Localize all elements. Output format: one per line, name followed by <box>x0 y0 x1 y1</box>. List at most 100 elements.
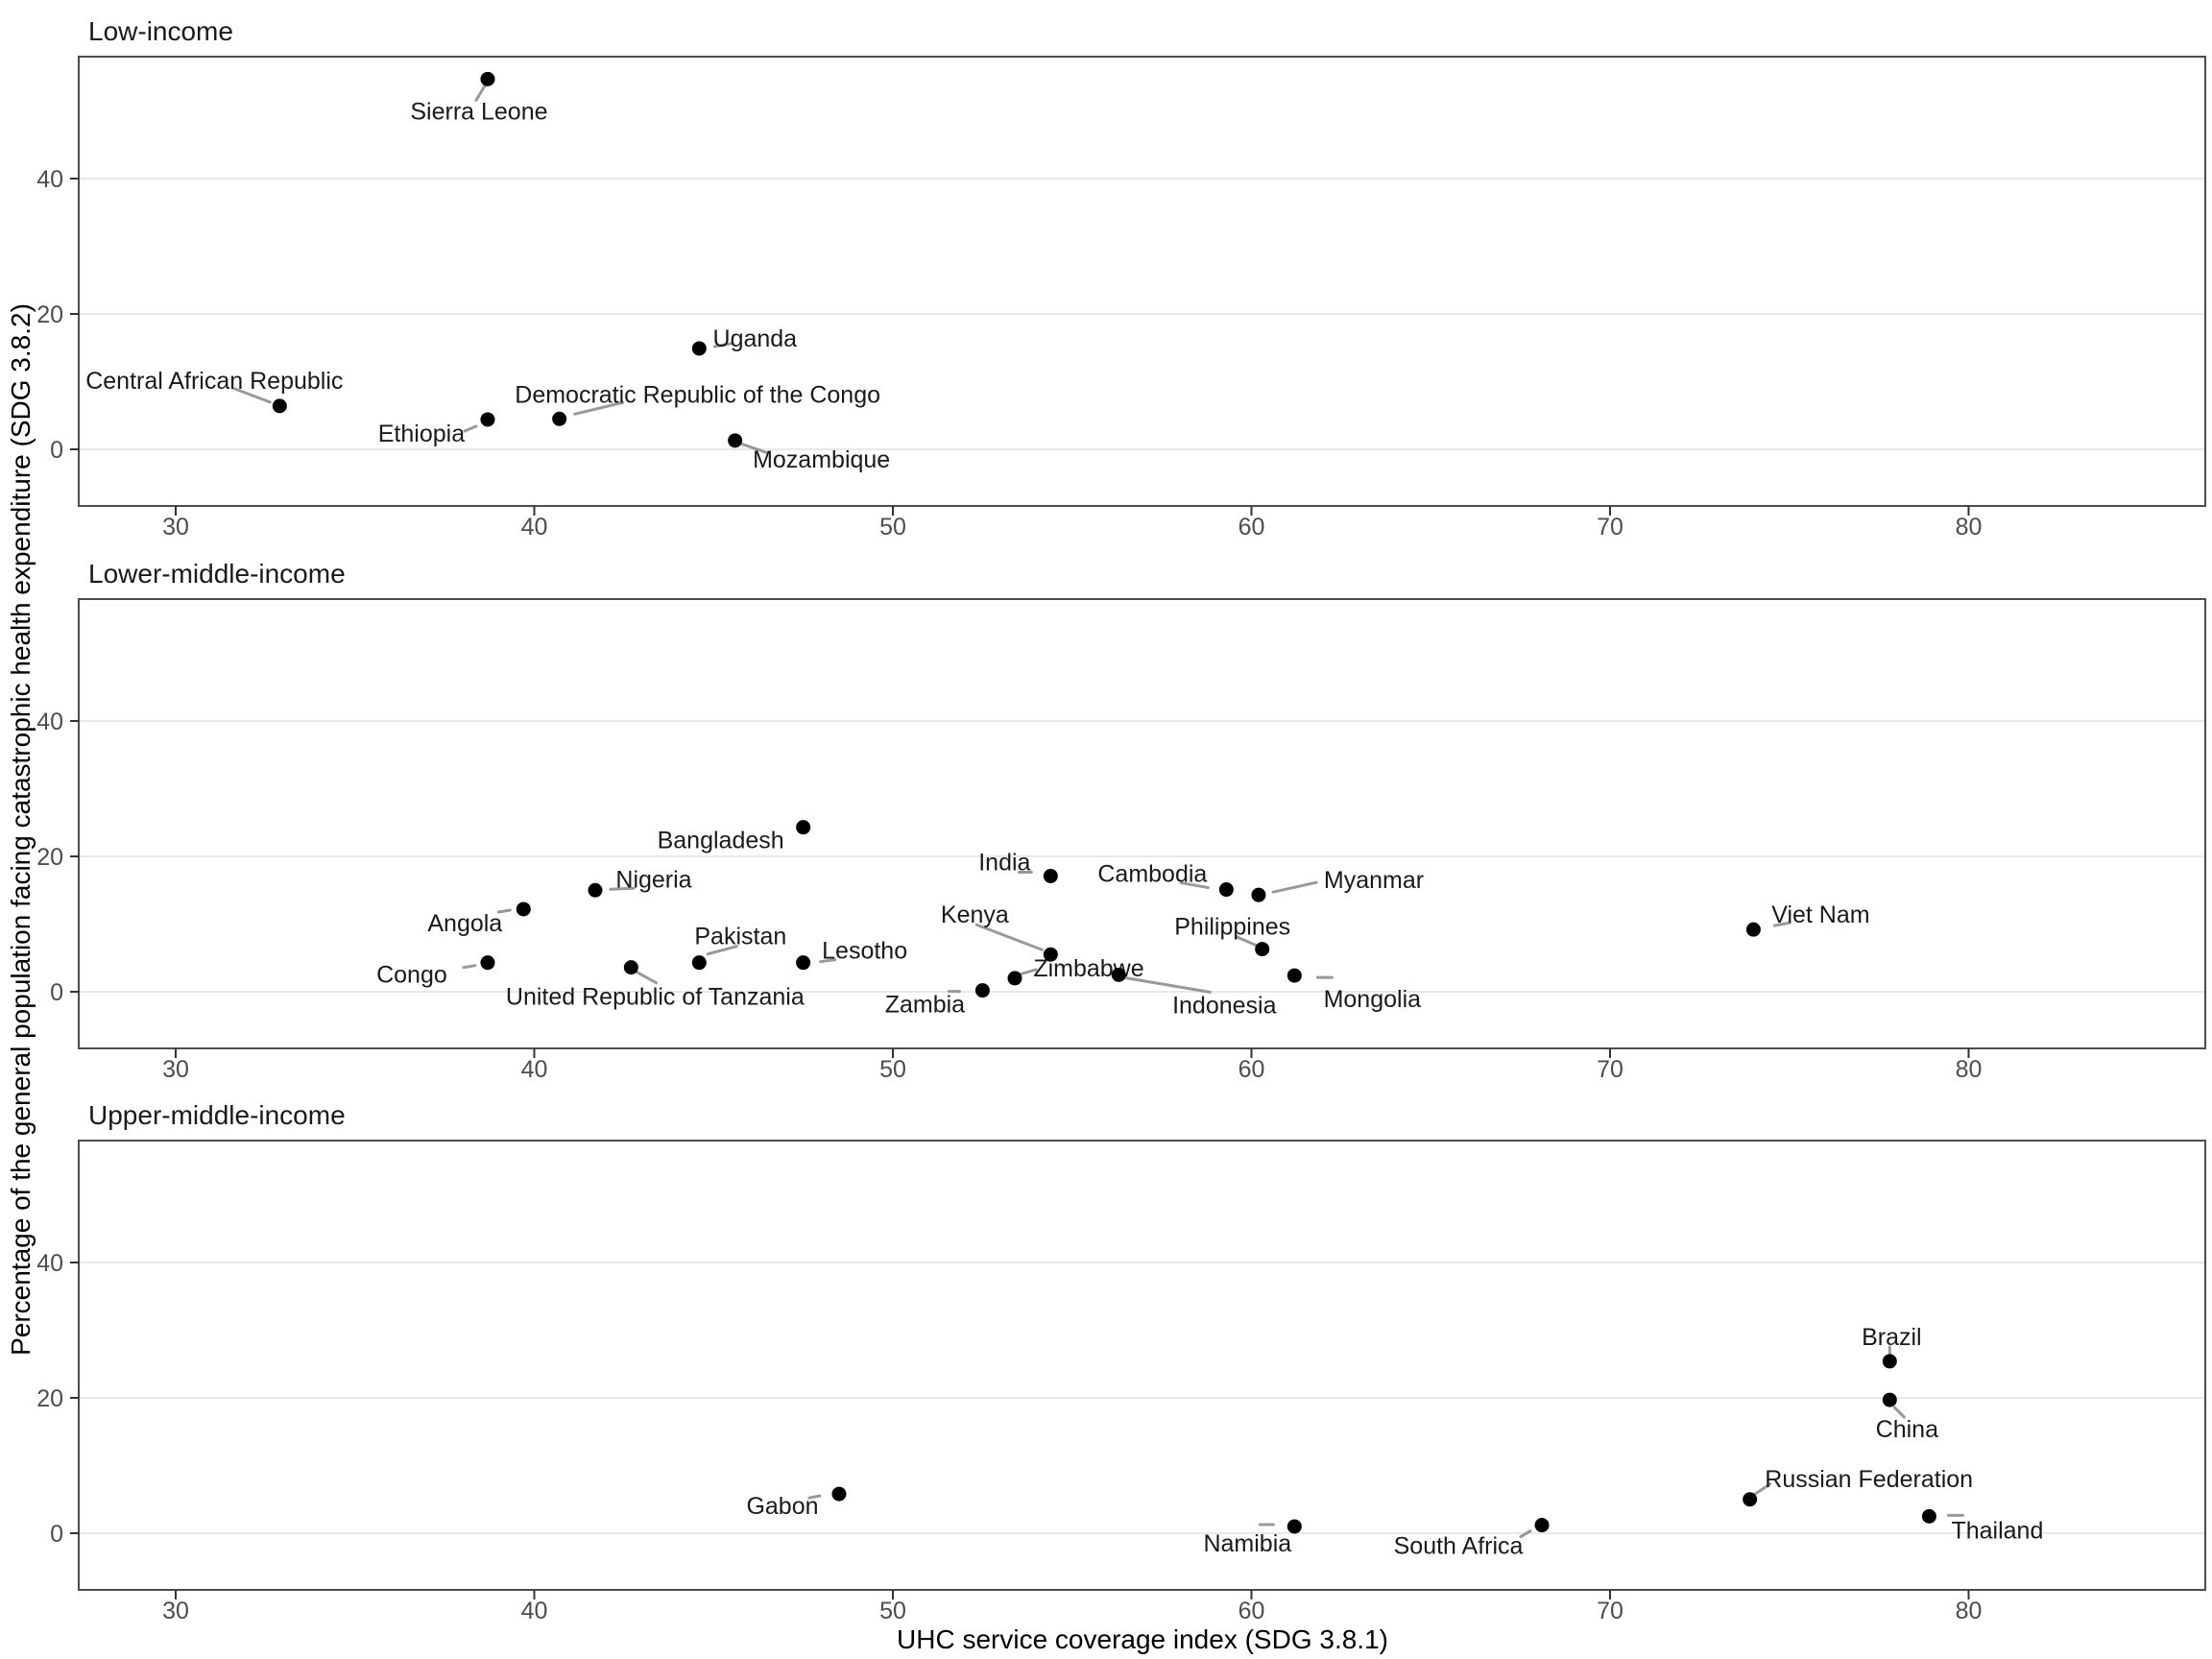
y-tick-label-0-lower-middle-income: 0 <box>50 979 63 1006</box>
leader-line-philippines <box>1235 935 1261 949</box>
x-tick-label-30-upper-middle-income: 30 <box>162 1598 189 1624</box>
country-label-philippines: Philippines <box>1174 914 1290 941</box>
leader-line-cambodia <box>1179 881 1210 890</box>
country-label-viet-nam: Viet Nam <box>1771 902 1869 928</box>
leader-line-lesotho <box>819 958 837 964</box>
data-point-congo <box>480 955 495 971</box>
leader-line-democratic-republic-of-the-congo <box>573 400 625 416</box>
data-point-india <box>1043 868 1058 883</box>
x-tick-label-40-lower-middle-income: 40 <box>521 1056 548 1083</box>
panel-border-low-income <box>78 56 2206 507</box>
y-tick-label-40-upper-middle-income: 40 <box>36 1250 63 1277</box>
country-label-mongolia: Mongolia <box>1324 986 1422 1013</box>
country-label-thailand: Thailand <box>1951 1517 2043 1544</box>
leader-line-sierra-leone <box>474 84 487 102</box>
data-point-myanmar <box>1251 887 1266 902</box>
x-tick-label-40-low-income: 40 <box>521 514 548 541</box>
data-point-united-republic-of-tanzania <box>623 960 638 975</box>
country-label-central-african-republic: Central African Republic <box>85 368 343 395</box>
country-label-india: India <box>978 849 1030 876</box>
facet-title-upper-middle-income: Upper-middle-income <box>88 1100 346 1130</box>
country-label-kenya: Kenya <box>941 902 1009 928</box>
country-label-lesotho: Lesotho <box>822 938 907 965</box>
data-point-mongolia <box>1286 968 1302 983</box>
x-tick-label-80-low-income: 80 <box>1956 514 1983 541</box>
leader-line-gabon <box>807 1494 822 1500</box>
leader-line-ethiopia <box>463 424 478 433</box>
country-label-congo: Congo <box>376 962 447 989</box>
country-label-cambodia: Cambodia <box>1097 861 1207 888</box>
data-point-namibia <box>1286 1519 1302 1534</box>
facet-title-lower-middle-income: Lower-middle-income <box>88 559 346 589</box>
leader-line-congo <box>462 964 477 970</box>
x-tick-label-50-low-income: 50 <box>879 514 906 541</box>
country-label-brazil: Brazil <box>1862 1324 1922 1351</box>
data-point-brazil <box>1882 1354 1897 1369</box>
x-axis-title: UHC service coverage index (SDG 3.8.1) <box>897 1624 1388 1654</box>
data-point-zambia <box>974 983 990 998</box>
x-tick-label-70-low-income: 70 <box>1597 514 1623 541</box>
country-label-angola: Angola <box>427 910 502 937</box>
data-point-nigeria <box>588 882 603 898</box>
x-tick-label-40-upper-middle-income: 40 <box>521 1598 548 1624</box>
panel-border-lower-middle-income <box>78 598 2206 1049</box>
x-tick-label-30-lower-middle-income: 30 <box>162 1056 189 1083</box>
country-label-russian-federation: Russian Federation <box>1765 1466 1973 1493</box>
data-point-uganda <box>691 341 707 356</box>
country-label-bangladesh: Bangladesh <box>658 828 784 854</box>
data-point-sierra-leone <box>480 71 495 86</box>
data-point-viet-nam <box>1745 922 1761 937</box>
x-tick-label-60-upper-middle-income: 60 <box>1238 1598 1265 1624</box>
country-label-uganda: Uganda <box>713 325 798 352</box>
data-point-angola <box>516 902 531 917</box>
leader-line-myanmar <box>1271 880 1318 894</box>
leader-line-china <box>1892 1406 1906 1419</box>
data-point-russian-federation <box>1743 1492 1758 1507</box>
leader-line-united-republic-of-tanzania <box>635 971 658 985</box>
country-label-south-africa: South Africa <box>1394 1533 1524 1560</box>
country-label-democratic-republic-of-the-congo: Democratic Republic of the Congo <box>515 381 880 408</box>
leader-line-viet-nam <box>1772 921 1791 927</box>
data-point-indonesia <box>1111 967 1126 982</box>
panel-border-upper-middle-income <box>78 1140 2206 1591</box>
data-point-central-african-republic <box>272 398 287 414</box>
leader-line-mozambique <box>741 443 770 455</box>
country-label-united-republic-of-tanzania: United Republic of Tanzania <box>506 984 805 1011</box>
x-tick-label-80-upper-middle-income: 80 <box>1956 1598 1983 1624</box>
data-point-ethiopia <box>480 412 495 427</box>
data-point-bangladesh <box>796 820 811 835</box>
country-label-gabon: Gabon <box>746 1493 818 1520</box>
leader-line-nigeria <box>609 886 636 891</box>
leader-line-kenya <box>974 923 1044 951</box>
data-point-philippines <box>1255 942 1270 957</box>
leader-line-uganda <box>712 342 733 349</box>
x-tick-label-50-lower-middle-income: 50 <box>879 1056 906 1083</box>
y-tick-label-20-upper-middle-income: 20 <box>36 1385 63 1412</box>
data-point-south-africa <box>1534 1518 1550 1533</box>
leader-line-south-africa <box>1519 1529 1532 1539</box>
country-label-china: China <box>1876 1416 1938 1443</box>
y-tick-label-20-low-income: 20 <box>36 301 63 328</box>
country-label-nigeria: Nigeria <box>615 866 691 893</box>
x-tick-label-70-upper-middle-income: 70 <box>1597 1598 1623 1624</box>
data-point-lesotho <box>796 955 811 971</box>
y-tick-label-20-lower-middle-income: 20 <box>36 844 63 871</box>
data-point-zimbabwe <box>1007 971 1022 986</box>
data-point-kenya <box>1043 947 1058 962</box>
country-label-mozambique: Mozambique <box>753 446 890 473</box>
data-point-china <box>1882 1392 1897 1407</box>
data-point-cambodia <box>1218 882 1234 898</box>
leader-line-zimbabwe <box>1018 968 1038 976</box>
x-tick-label-60-lower-middle-income: 60 <box>1238 1056 1265 1083</box>
y-tick-label-0-upper-middle-income: 0 <box>50 1521 63 1548</box>
x-tick-label-60-low-income: 60 <box>1238 514 1265 541</box>
leader-line-angola <box>496 908 512 914</box>
data-point-pakistan <box>691 955 707 971</box>
leader-line-pakistan <box>706 945 738 956</box>
leader-line-central-african-republic <box>232 387 272 404</box>
y-tick-label-0-low-income: 0 <box>50 437 63 464</box>
x-tick-label-50-upper-middle-income: 50 <box>879 1598 906 1624</box>
y-axis-title: Percentage of the general population fac… <box>6 303 36 1356</box>
